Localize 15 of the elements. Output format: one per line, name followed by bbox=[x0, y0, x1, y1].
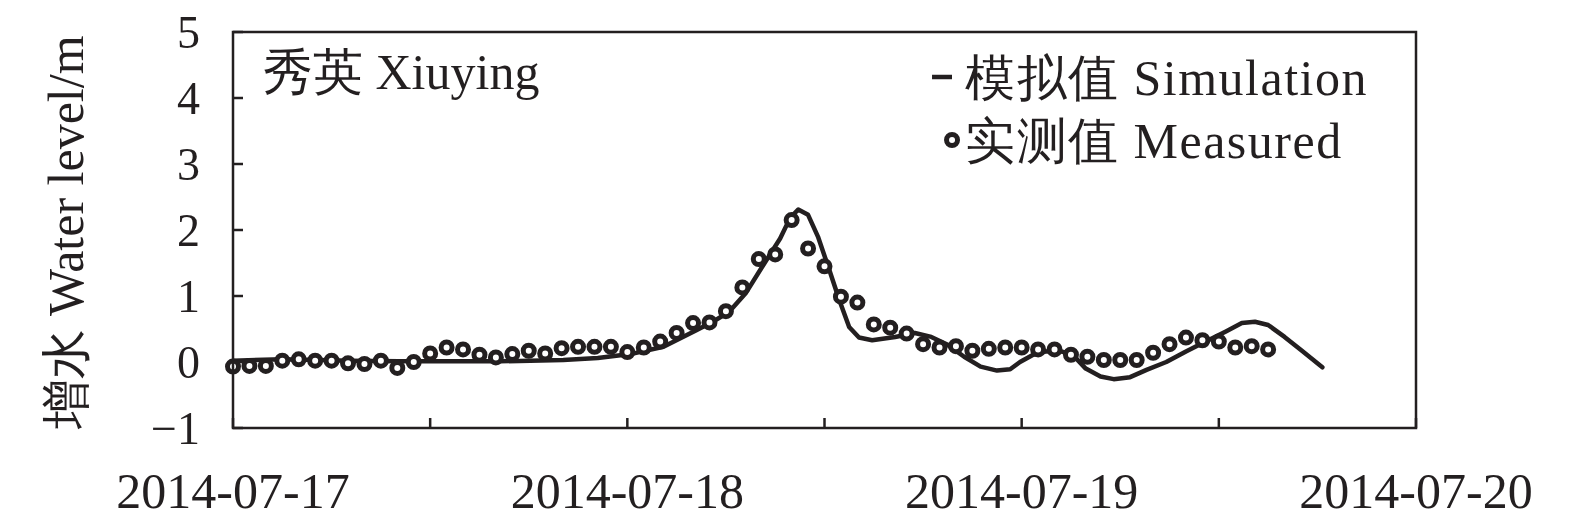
x-tick-label: 2014-07-17 bbox=[116, 463, 350, 519]
y-tick-label: 0 bbox=[177, 336, 200, 388]
y-tick-label: 3 bbox=[177, 138, 200, 190]
legend-label: 实测值 Measured bbox=[965, 113, 1343, 169]
y-tick-label: 4 bbox=[177, 72, 200, 124]
y-tick-label: 5 bbox=[177, 6, 200, 58]
x-tick-label: 2014-07-18 bbox=[510, 463, 744, 519]
x-tick-label: 2014-07-20 bbox=[1299, 463, 1533, 519]
y-tick-label: 2 bbox=[177, 204, 200, 256]
legend-label: 模拟值 Simulation bbox=[965, 50, 1368, 106]
x-tick-label: 2014-07-19 bbox=[905, 463, 1139, 519]
y-tick-label: 1 bbox=[177, 270, 200, 322]
y-axis-title: 增水 Water level/m bbox=[38, 35, 94, 430]
chart-title: 秀英 Xiuying bbox=[263, 44, 540, 100]
y-tick-label: −1 bbox=[151, 402, 200, 454]
